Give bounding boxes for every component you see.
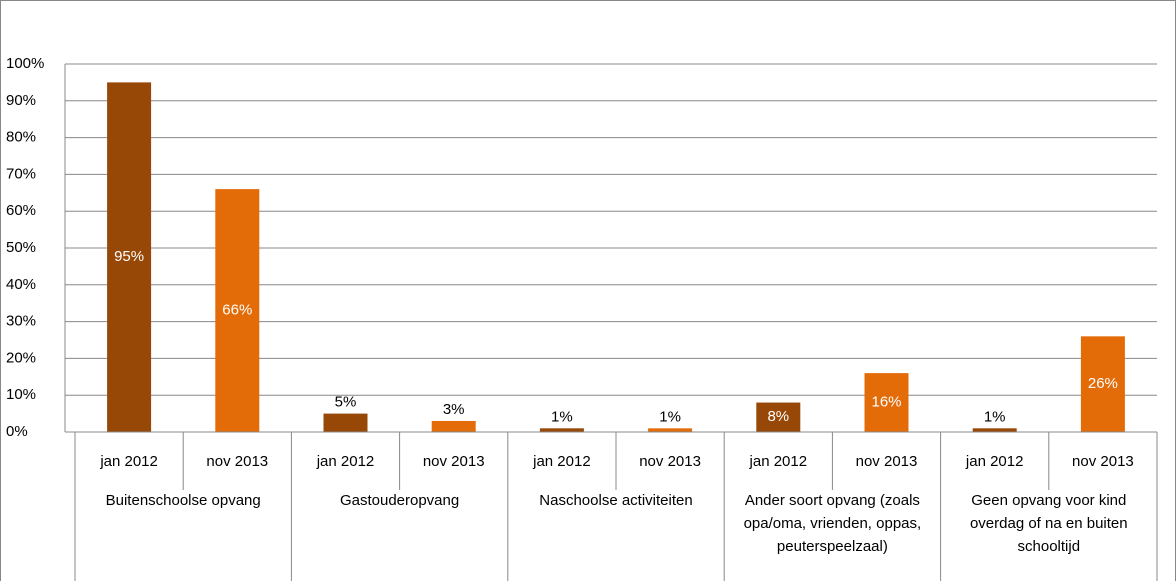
x-tick-label: nov 2013 xyxy=(639,453,701,470)
y-tick-label: 30% xyxy=(6,313,36,330)
x-tick-label: jan 2012 xyxy=(532,453,591,470)
x-tick-label: jan 2012 xyxy=(99,453,158,470)
bar xyxy=(323,413,368,432)
bar xyxy=(431,420,476,432)
bar xyxy=(972,428,1017,432)
y-tick-label: 40% xyxy=(6,276,36,293)
y-tick-label: 50% xyxy=(6,239,36,256)
bar xyxy=(864,373,909,432)
y-tick-label: 0% xyxy=(6,423,28,440)
value-label: 26% xyxy=(1088,375,1118,392)
y-tick-label: 60% xyxy=(6,202,36,219)
value-label: 95% xyxy=(114,248,144,265)
category-label: Ander soort opvang (zoals opa/oma, vrien… xyxy=(743,492,922,555)
y-tick-label: 80% xyxy=(6,129,36,146)
value-label: 1% xyxy=(984,408,1006,425)
value-label: 3% xyxy=(443,401,465,418)
value-label: 16% xyxy=(871,394,901,411)
x-tick-label: jan 2012 xyxy=(316,453,375,470)
value-label: 66% xyxy=(222,302,252,319)
value-label: 1% xyxy=(551,408,573,425)
y-tick-label: 70% xyxy=(6,165,36,182)
bar xyxy=(1080,336,1125,432)
x-tick-label: nov 2013 xyxy=(1072,453,1134,470)
bar xyxy=(648,428,693,432)
x-tick-label: jan 2012 xyxy=(965,453,1024,470)
category-label: Naschoolse activiteiten xyxy=(539,492,693,509)
category-label: Buitenschoolse opvang xyxy=(105,492,261,509)
bar xyxy=(539,428,584,432)
category-label: Geen opvang voor kind overdag of na en b… xyxy=(969,492,1128,555)
x-tick-label: nov 2013 xyxy=(856,453,918,470)
value-label: 8% xyxy=(767,408,789,425)
x-tick-label: jan 2012 xyxy=(749,453,808,470)
x-tick-label: nov 2013 xyxy=(206,453,268,470)
category-label: Gastouderopvang xyxy=(339,492,460,509)
bar xyxy=(215,189,260,432)
bar xyxy=(756,402,801,432)
value-label: 1% xyxy=(659,408,681,425)
bar xyxy=(107,82,152,433)
x-tick-label: nov 2013 xyxy=(423,453,485,470)
y-tick-label: 10% xyxy=(6,386,36,403)
y-tick-label: 100% xyxy=(6,55,44,72)
y-tick-label: 20% xyxy=(6,349,36,366)
value-label: 5% xyxy=(335,394,357,411)
y-tick-label: 90% xyxy=(6,92,36,109)
